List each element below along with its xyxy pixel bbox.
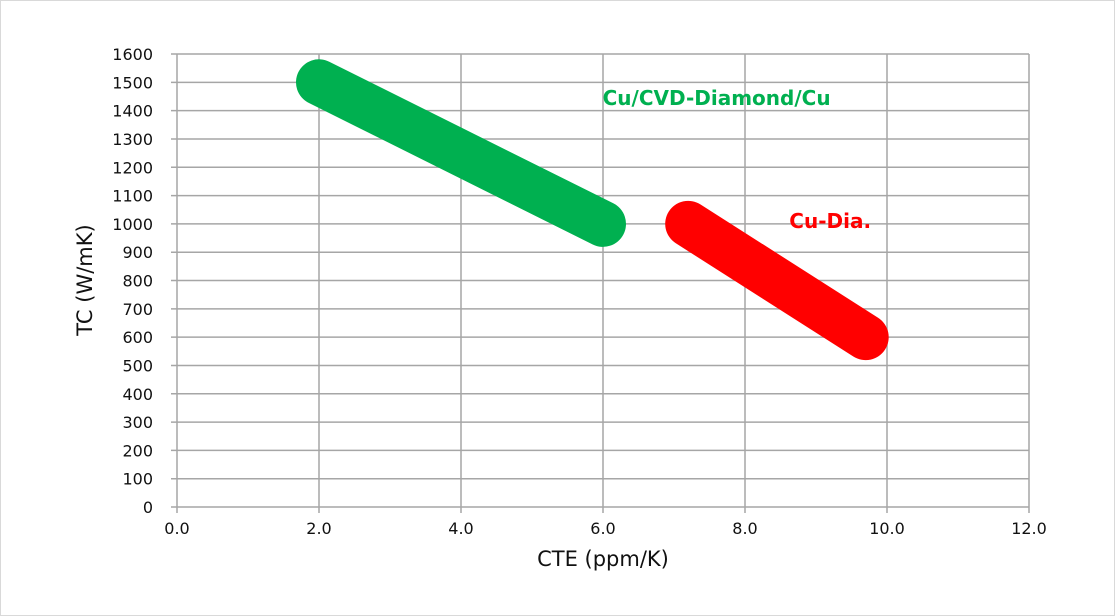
y-tick-label: 200	[122, 441, 153, 460]
series	[296, 59, 889, 361]
y-tick-label: 1400	[112, 102, 153, 121]
x-tick-label: 0.0	[164, 519, 189, 538]
annotation-label: Cu-Dia.	[789, 209, 871, 233]
annotations: Cu/CVD-Diamond/Cu Cu-Dia.	[603, 86, 871, 233]
annotation-label: Cu/CVD-Diamond/Cu	[603, 86, 831, 110]
x-tick-label: 8.0	[732, 519, 757, 538]
y-tick-label: 1200	[112, 158, 153, 177]
x-tick-label: 4.0	[448, 519, 473, 538]
y-tick-label: 1000	[112, 215, 153, 234]
x-tick-label: 12.0	[1011, 519, 1047, 538]
grid	[171, 53, 1030, 513]
y-axis-label: TC (W/mK)	[73, 224, 97, 336]
series-band-0	[296, 59, 626, 247]
y-tick-label: 900	[122, 243, 153, 262]
x-tick-label: 2.0	[306, 519, 331, 538]
y-tick-label: 800	[122, 272, 153, 291]
y-tick-label: 1600	[112, 45, 153, 64]
y-tick-label: 600	[122, 328, 153, 347]
y-tick-label: 0	[143, 498, 153, 517]
y-tick-label: 1500	[112, 73, 153, 92]
y-tick-label: 300	[122, 413, 153, 432]
y-tick-label: 400	[122, 385, 153, 404]
y-tick-label: 1300	[112, 130, 153, 149]
x-axis-label: CTE (ppm/K)	[537, 547, 669, 571]
tick-labels: 0 100 200 300 400 500 600 700 800 900 1000 1100 1200…	[112, 45, 1047, 538]
series-band-1	[665, 200, 889, 361]
x-tick-label: 10.0	[869, 519, 905, 538]
x-tick-label: 6.0	[590, 519, 615, 538]
y-tick-label: 1100	[112, 187, 153, 206]
y-tick-label: 500	[122, 356, 153, 375]
y-tick-label: 100	[122, 470, 153, 489]
y-tick-label: 700	[122, 300, 153, 319]
